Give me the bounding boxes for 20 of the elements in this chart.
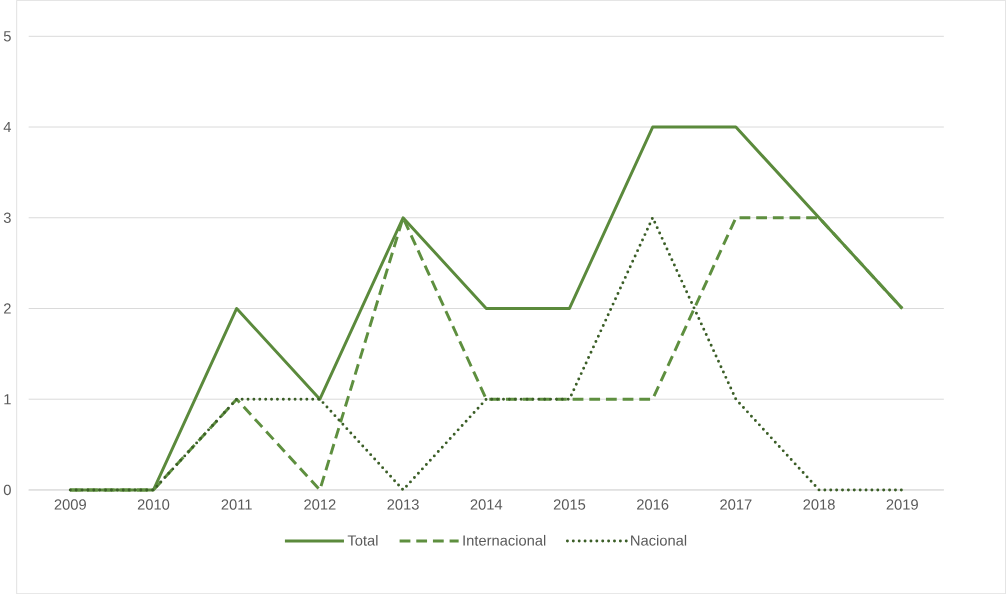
legend-label: Internacional — [463, 534, 546, 546]
legend-label: Nacional — [631, 534, 687, 546]
y-tick-label: 1 — [4, 394, 11, 405]
y-tick-label: 2 — [4, 303, 11, 314]
x-tick-label: 2010 — [137, 499, 170, 510]
x-tick-label: 2017 — [720, 499, 752, 510]
x-tick-label: 2018 — [803, 499, 835, 510]
x-tick-label: 2009 — [54, 499, 86, 510]
x-tick-label: 2014 — [470, 499, 503, 510]
y-tick-label: 0 — [3, 484, 11, 496]
x-tick-label: 2011 — [221, 499, 252, 510]
x-tick-label: 2019 — [886, 499, 918, 510]
y-tick-label: 5 — [3, 31, 11, 42]
x-tick-label: 2012 — [304, 499, 336, 510]
x-tick-label: 2015 — [553, 499, 586, 510]
y-tick-label: 4 — [3, 121, 12, 133]
y-tick-label: 3 — [3, 212, 11, 223]
legend-label: Total — [347, 534, 378, 546]
x-tick-label: 2013 — [387, 499, 419, 510]
x-tick-label: 2016 — [637, 499, 669, 510]
